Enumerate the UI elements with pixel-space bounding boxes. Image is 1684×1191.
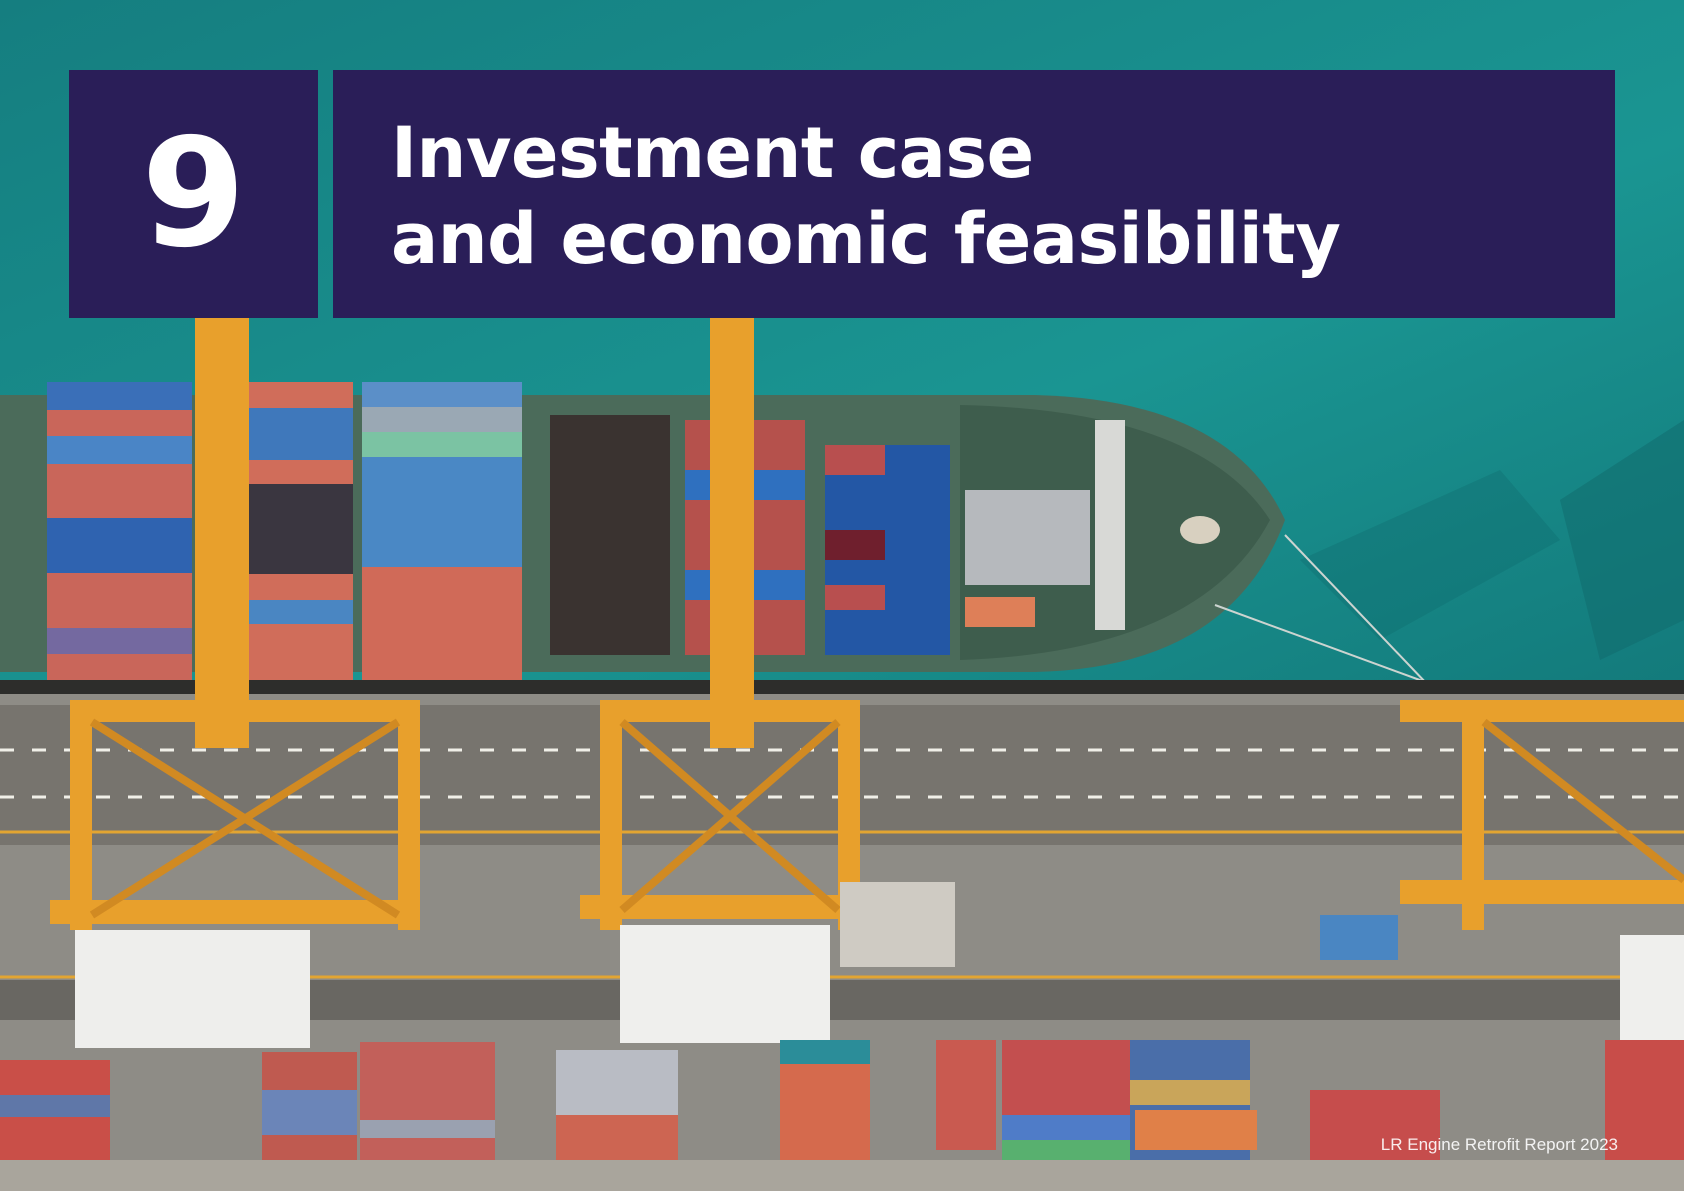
chapter-title-line-1: Investment case xyxy=(391,112,1034,194)
chapter-number-panel: 9 xyxy=(69,70,318,318)
footer-report-title: LR Engine Retrofit Report 2023 xyxy=(1380,1135,1618,1154)
chapter-title-line-2: and economic feasibility xyxy=(391,198,1341,280)
chapter-number: 9 xyxy=(141,107,246,281)
chapter-title-panel: Investment case and economic feasibility xyxy=(333,70,1615,318)
